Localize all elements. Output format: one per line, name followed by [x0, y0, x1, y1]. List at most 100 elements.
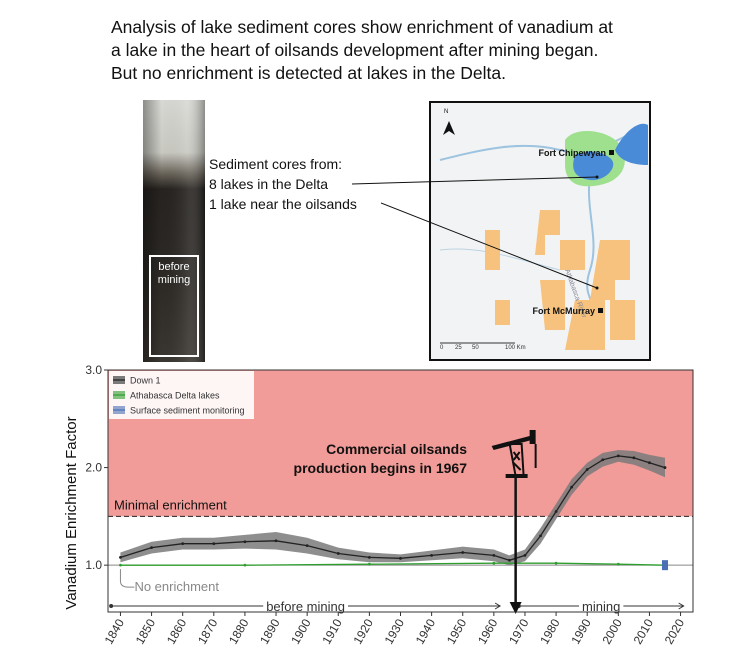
x-tick-label: 1880 — [226, 616, 252, 646]
data-point — [585, 468, 589, 471]
legend-label: Down 1 — [130, 376, 161, 386]
map-scale: 0 — [440, 345, 444, 351]
map: N Athabasca River Fort Chipewyan Fort Mc… — [429, 101, 651, 361]
data-point — [461, 551, 465, 554]
period-label: before mining — [266, 599, 345, 614]
callout: Sediment cores from: — [209, 156, 342, 172]
data-point — [648, 461, 651, 465]
data-point — [554, 561, 558, 565]
data-point — [305, 544, 309, 548]
legend: Down 1 Athabasca Delta lakes Surface sedim… — [109, 371, 254, 419]
period-end — [678, 602, 685, 610]
data-point — [554, 510, 558, 513]
period-start — [109, 604, 114, 608]
map-north: N — [444, 109, 448, 115]
data-point — [492, 561, 496, 565]
data-point — [663, 466, 667, 469]
data-point — [616, 562, 620, 566]
data-point — [367, 555, 371, 559]
y-tick-label: 3.0 — [85, 363, 102, 377]
header-line: a lake in the heart of oilsands developm… — [111, 40, 598, 60]
x-tick-label: 1840 — [102, 616, 128, 646]
plot-frame — [107, 369, 694, 613]
data-point — [539, 534, 542, 538]
leader-line — [351, 176, 598, 185]
baseline-label: No enrichment — [134, 579, 219, 594]
data-point — [523, 554, 527, 557]
data-point — [570, 485, 574, 489]
leader-line — [380, 202, 598, 289]
y-tick-label: 1.0 — [85, 558, 102, 572]
x-tick-label: 1930 — [382, 616, 408, 646]
data-point — [274, 539, 278, 543]
x-tick-label: 1990 — [568, 616, 594, 646]
data-point — [119, 555, 122, 559]
data-point — [243, 540, 247, 544]
data-point — [119, 563, 122, 567]
legend-label: Athabasca Delta lakes — [130, 391, 220, 401]
series-line — [120, 455, 666, 561]
period-label: mining — [582, 599, 620, 614]
x-tick-label: 1910 — [319, 616, 345, 646]
header-line: But no enrichment is detected at lakes i… — [111, 63, 506, 83]
data-point — [601, 458, 605, 462]
threshold-label: Minimal enrichment — [114, 497, 227, 512]
x-tick-label: 1950 — [444, 616, 470, 646]
x-tick-label: 1970 — [506, 616, 532, 646]
x-tick-label: 1980 — [537, 616, 563, 646]
data-point — [430, 554, 434, 557]
event-arrowhead — [509, 602, 522, 614]
photo-label: mining — [158, 274, 190, 286]
map-scale: 25 — [455, 345, 462, 351]
map-scale: 100 Km — [505, 345, 526, 351]
y-axis-label: Vanadium Enrichment Factor — [63, 416, 80, 609]
baseline-arrow — [119, 569, 135, 588]
derrick-part — [529, 430, 536, 444]
period-end — [494, 602, 502, 610]
event-label: production begins in 1967 — [294, 460, 468, 476]
x-tick-label: 1940 — [413, 616, 439, 646]
legend-label: Surface sediment monitoring — [130, 406, 245, 416]
core-photo: before mining — [143, 100, 205, 362]
callout-bg — [205, 152, 383, 214]
x-tick-label: 1860 — [164, 616, 190, 646]
data-point — [181, 542, 185, 546]
data-point — [399, 556, 402, 560]
x-tick-label: 2010 — [631, 616, 657, 646]
data-point — [212, 542, 216, 546]
data-point — [632, 456, 636, 460]
derrick-part — [508, 443, 525, 477]
x-tick-label: 2020 — [662, 616, 688, 646]
x-tick-label: 2000 — [599, 616, 625, 646]
photo-label: before — [158, 261, 189, 273]
callout: 8 lakes in the Delta — [209, 176, 328, 192]
confidence-band — [120, 450, 665, 566]
map-town: Fort McMurray — [532, 306, 595, 316]
data-point — [150, 546, 153, 549]
data-point — [243, 563, 247, 567]
x-tick-label: 1920 — [351, 616, 377, 646]
derrick-icon — [491, 430, 537, 478]
header-line: Analysis of lake sediment cores show enr… — [111, 17, 613, 37]
x-tick-label: 1870 — [195, 616, 221, 646]
chart: Minimal enrichment No enrichment 1.0 2.0 3.0… — [63, 363, 694, 647]
map-town: Fort Chipewyan — [538, 148, 606, 158]
callout: 1 lake near the oilsands — [209, 196, 357, 212]
map-scale: 50 — [472, 345, 479, 351]
data-point — [492, 554, 496, 557]
data-point — [661, 560, 668, 571]
x-tick-label: 1890 — [257, 616, 283, 646]
data-point — [367, 562, 371, 566]
x-tick-label: 1900 — [288, 616, 314, 646]
x-tick-label: 1960 — [475, 616, 501, 646]
derrick-part — [505, 474, 528, 478]
event-label: Commercial oilsands — [326, 441, 467, 457]
data-point — [616, 454, 620, 458]
legend-bg — [109, 371, 254, 419]
y-tick-label: 2.0 — [85, 461, 102, 475]
x-tick-label: 1850 — [133, 616, 159, 646]
data-point — [508, 558, 511, 562]
data-point — [336, 552, 340, 555]
